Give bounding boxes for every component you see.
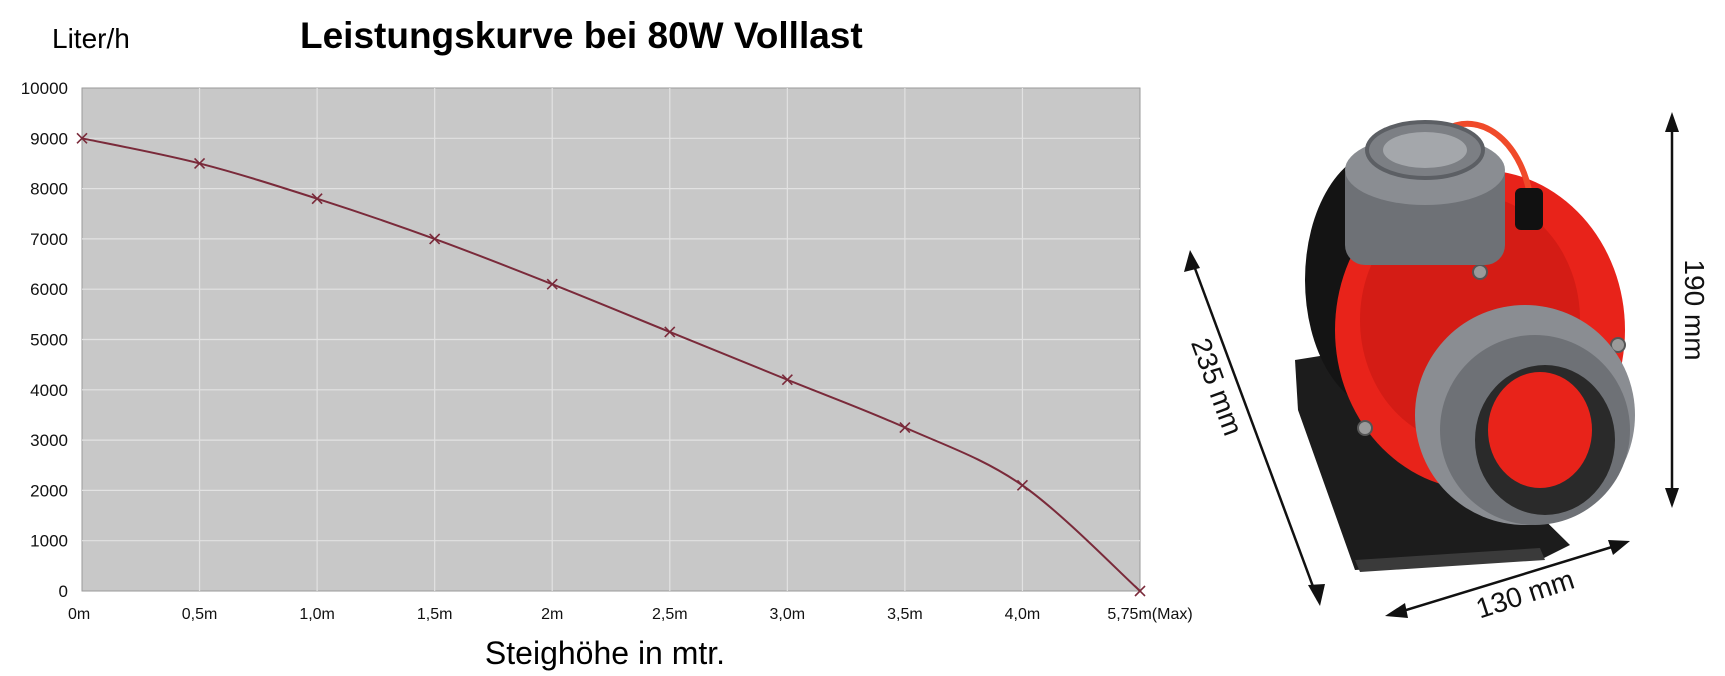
width-dimension-line [1389, 541, 1626, 617]
pump-base-edge [1355, 548, 1545, 572]
data-point-marker [546, 278, 558, 290]
y-tick-label: 0 [59, 582, 68, 601]
arrow-head-icon [1608, 540, 1630, 555]
screw-icon [1472, 264, 1488, 280]
x-axis-label: Steighöhe in mtr. [485, 635, 725, 671]
x-tick-label: 5,75m(Max) [1107, 606, 1192, 623]
vertical-gridlines [198, 88, 1024, 591]
chart-title: Leistungskurve bei 80W Volllast [300, 15, 863, 56]
arrow-head-icon [1665, 112, 1679, 132]
data-point-marker [664, 326, 676, 338]
y-tick-label: 1000 [30, 532, 68, 551]
x-tick-label: 4,0m [1005, 606, 1041, 623]
depth-dimension-line [1188, 254, 1320, 601]
data-point-marker [1016, 479, 1029, 491]
series-line [81, 137, 1141, 592]
y-tick-label: 4000 [30, 381, 68, 400]
arrow-head-icon [1385, 603, 1408, 618]
arrow-head-icon [1665, 488, 1679, 508]
cable-connector [1515, 188, 1543, 230]
data-point-marker [193, 157, 206, 170]
horizontal-gridlines [82, 137, 1140, 542]
pump-outlet-opening [1383, 132, 1467, 168]
data-point-marker [781, 374, 793, 386]
pump-illustration: 235 mm 130 mm 190 mm [1184, 112, 1710, 624]
x-tick-label: 2,5m [652, 606, 688, 623]
x-tick-labels: 0m 0,5m 1,0m 1,5m 2m 2,5m 3,0m 3,5m 4,0m 5,75m(Ma… [68, 606, 1193, 623]
pump-impeller-view [1488, 372, 1592, 488]
data-point-marker [429, 233, 441, 245]
arrow-head-icon [1308, 584, 1325, 606]
y-tick-label: 6000 [30, 280, 68, 299]
x-tick-label: 0m [68, 606, 90, 623]
data-point-marker [76, 132, 88, 144]
y-tick-label: 5000 [30, 331, 68, 350]
data-point-marker [311, 193, 323, 205]
screw-icon [1357, 420, 1373, 436]
y-tick-label: 2000 [30, 481, 68, 500]
y-axis-label: Liter/h [52, 23, 130, 54]
screw-icon [1610, 337, 1626, 353]
data-markers [76, 132, 1146, 597]
y-tick-label: 10000 [21, 79, 68, 98]
y-tick-labels: 0 1000 2000 3000 4000 5000 6000 7000 8000 9000 100… [21, 79, 68, 601]
x-tick-label: 0,5m [182, 606, 218, 623]
x-tick-label: 1,5m [417, 606, 453, 623]
data-point-marker [1134, 585, 1146, 597]
y-tick-label: 9000 [30, 129, 68, 148]
x-tick-label: 2m [541, 606, 563, 623]
arrow-head-icon [1184, 250, 1200, 272]
y-tick-label: 8000 [30, 180, 68, 199]
height-dimension-label: 190 mm [1679, 259, 1710, 360]
data-point-marker [899, 421, 911, 434]
x-tick-label: 3,0m [770, 606, 806, 623]
x-tick-label: 1,0m [299, 606, 335, 623]
x-tick-label: 3,5m [887, 606, 923, 623]
y-tick-label: 7000 [30, 230, 68, 249]
y-tick-label: 3000 [30, 431, 68, 450]
